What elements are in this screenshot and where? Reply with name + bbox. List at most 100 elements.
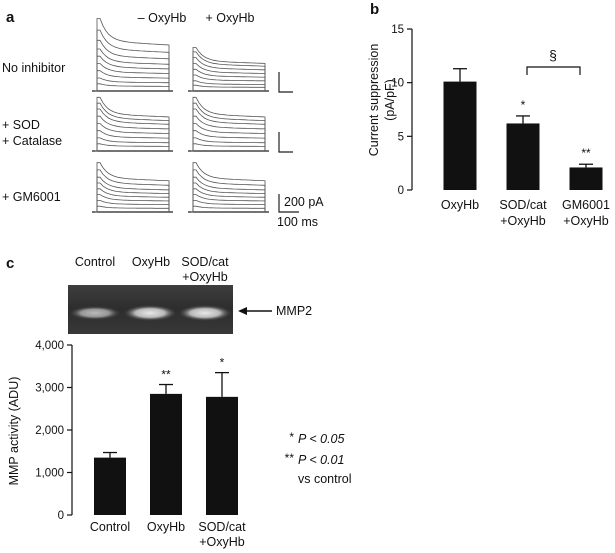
current-trace [191,96,266,152]
current-trace [191,80,266,92]
panel-b-ylabel-line2: (pA/pF) [383,79,397,121]
chart-c-y-tick-label: 1,000 [35,468,64,480]
current-trace [95,29,170,92]
current-trace [95,63,170,92]
current-trace [95,176,170,213]
scale-bar-row1 [278,72,293,93]
scale-bar-row2 [278,132,293,153]
current-trace [95,143,170,152]
scale-bar-row3 [278,194,299,213]
blot-label-sodcat-line2: +OxyHb [182,270,228,284]
legend-text-p001: P < 0.01 [298,453,344,467]
row-label-catalase: + Catalase [2,134,62,148]
current-trace [95,77,170,92]
current-trace [191,102,266,152]
current-trace [95,130,170,152]
current-trace [95,96,170,152]
trace-block [92,162,173,213]
scale-bar [278,72,299,213]
current-trace [95,123,170,152]
blot-label-sodcat: SOD/cat [181,255,229,269]
significance-bracket [526,66,581,75]
current-trace [95,169,170,213]
current-trace [191,68,266,92]
chart-c-category-label: OxyHb [147,520,185,534]
current-trace [191,84,266,92]
current-trace [95,162,170,213]
chart-c-category-label: Control [90,520,130,534]
blot-band-oxyhb [123,305,177,321]
current-trace [95,102,170,152]
row-label-gm6001: + GM6001 [2,190,61,204]
band-label-mmp2: MMP2 [276,304,312,318]
column-label-plus-oxyhb: + OxyHb [206,11,255,25]
current-trace [191,74,266,92]
current-trace [95,182,170,213]
panel-c: c Control OxyHb SOD/cat +OxyHb MMP2 MMP … [6,255,352,549]
legend-star-single: * [289,430,294,444]
chart-c-category-label: SOD/cat [198,520,246,534]
trace-block [188,162,269,213]
blot-band-control [69,306,121,320]
current-trace [191,63,266,92]
current-trace [191,130,266,152]
chart-c-bar [206,396,238,515]
current-trace [191,194,266,213]
chart-b-category-label: GM6001 [562,198,610,212]
panel-c-letter: c [6,255,14,272]
significance-legend: * P < 0.05 ** P < 0.01 vs control [285,430,352,486]
current-trace [95,194,170,213]
chart-c-y-tick-label: 0 [58,510,64,522]
column-label-minus-oxyhb: – OxyHb [138,11,187,25]
chart-c-y-tick-label: 3,000 [35,383,64,395]
current-trace [191,47,266,92]
band-arrow-icon [238,307,247,315]
current-trace [191,182,266,213]
current-trace [95,200,170,213]
chart-c-category-label-line2: +OxyHb [199,535,245,549]
current-trace [95,18,170,92]
blot-label-control: Control [75,255,115,269]
panel-c-ylabel: MMP activity (ADU) [7,377,21,486]
current-trace [95,48,170,92]
bracket-symbol: § [549,47,557,63]
zymogram-blot [68,285,233,334]
row-label-no-inhibitor: No inhibitor [2,61,65,75]
chart-b-y-tick-label: 10 [391,78,404,90]
chart-b-significance-label: ** [581,146,591,160]
chart-b-category-label-line2: +OxyHb [500,214,546,228]
chart-c: 0 1,000 2,000 3,000 4,000 Control ** OxyHb * SOD/… [35,340,246,549]
trace-block [92,96,173,152]
current-trace [95,108,170,152]
current-trace [95,188,170,213]
trace-block [188,47,269,92]
blot-band-sodcat [178,305,232,321]
current-trace [191,162,266,213]
panel-a-letter: a [6,9,15,26]
chart-c-bar [150,393,182,515]
legend-text-vs-control: vs control [298,472,352,486]
legend-text-p005: P < 0.05 [298,432,344,446]
chart-c-significance-label: ** [161,368,171,382]
chart-b-bar [443,81,477,190]
chart-b-y-tick-label: 0 [398,185,404,197]
current-trace [191,137,266,152]
current-trace [191,200,266,213]
chart-b-category-label: OxyHb [441,198,479,212]
panel-b: b Current suppression (pA/pF) 0 5 10 15 OxyH… [367,1,610,228]
chart-b-y-tick-label: 15 [391,24,404,36]
chart-c-significance-label: * [220,356,225,370]
scale-current-label: 200 pA [284,195,324,209]
scale-time-label: 100 ms [277,215,318,229]
panel-a: a – OxyHb + OxyHb No inhibitor + SOD + C… [2,9,324,229]
panel-b-letter: b [370,1,379,18]
current-trace [191,205,266,213]
trace-block [92,18,173,92]
current-traces [92,18,269,213]
current-trace [95,205,170,213]
current-trace [191,143,266,152]
chart-b-bar [506,123,540,190]
chart-b-category-label: SOD/cat [499,198,547,212]
current-trace [95,70,170,92]
